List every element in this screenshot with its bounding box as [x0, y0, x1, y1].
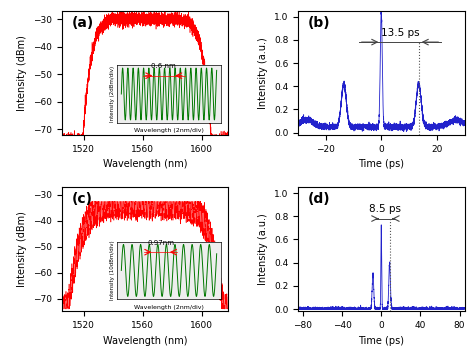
Y-axis label: Intensity (a.u.): Intensity (a.u.) [258, 37, 268, 109]
X-axis label: Wavelength (nm): Wavelength (nm) [102, 159, 187, 169]
Y-axis label: Intensity (dBm): Intensity (dBm) [18, 211, 27, 287]
X-axis label: Time (ps): Time (ps) [358, 159, 404, 169]
Text: (d): (d) [308, 192, 331, 206]
Y-axis label: Intensity (a.u.): Intensity (a.u.) [258, 213, 268, 285]
Y-axis label: Intensity (dBm): Intensity (dBm) [18, 35, 27, 111]
X-axis label: Time (ps): Time (ps) [358, 336, 404, 346]
Text: 13.5 ps: 13.5 ps [381, 28, 419, 38]
Text: (b): (b) [308, 16, 331, 30]
Text: (c): (c) [72, 192, 92, 206]
Text: (a): (a) [72, 16, 94, 30]
Text: 8.5 ps: 8.5 ps [369, 204, 401, 214]
X-axis label: Wavelength (nm): Wavelength (nm) [102, 336, 187, 346]
